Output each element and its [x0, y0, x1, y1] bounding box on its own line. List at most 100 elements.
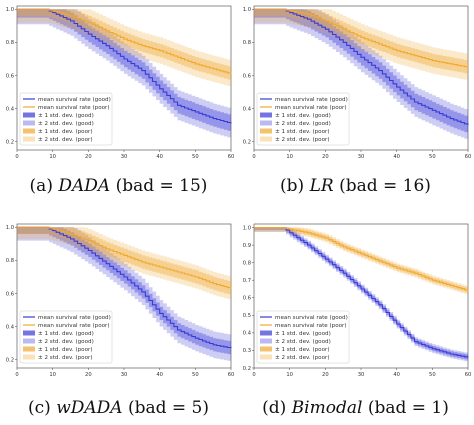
y-tick-label: 0.2 [243, 366, 251, 372]
legend-label: ± 1 std. dev. (good) [275, 331, 331, 337]
legend-box [256, 310, 350, 364]
line-good [254, 226, 469, 358]
panel-a: 0 10 20 30 40 50 60 0.2 0.4 0.6 0.8 1.0 mean surviva… [0, 0, 237, 165]
legend-swatch [260, 330, 272, 336]
band-1sd-poor [254, 227, 468, 294]
y-tick-label: 0.4 [6, 106, 15, 112]
band-2sd-poor [17, 227, 231, 301]
y-tick-label: 0.4 [243, 331, 252, 337]
chart-b: 0 10 20 30 40 50 60 0.2 0.4 0.6 0.8 1.0 mean surviva… [243, 5, 472, 160]
band-2sd-good [17, 9, 231, 139]
legend-label: ± 1 std. dev. (poor) [275, 347, 330, 353]
y-tick-label: 1.0 [243, 7, 251, 13]
line-poor [17, 8, 232, 74]
y-tick-label: 0.9 [243, 243, 251, 249]
x-tick-label: 40 [156, 372, 163, 378]
x-tick-label: 30 [121, 154, 128, 160]
legend-swatch [23, 120, 35, 126]
band-2sd-poor [254, 9, 468, 81]
y-tick-label: 1.0 [6, 225, 14, 231]
x-tick-label: 20 [85, 372, 92, 378]
legend-swatch [260, 338, 272, 344]
chart-a: 0 10 20 30 40 50 60 0.2 0.4 0.6 0.8 1.0 mean surviva… [6, 5, 235, 160]
caption-d-name: Bimodal [291, 398, 363, 418]
caption-a-rest: (bad = 15) [115, 176, 208, 196]
x-tick-label: 50 [192, 154, 199, 160]
chart-c: 0 10 20 30 40 50 60 0.2 0.4 0.6 0.8 1.0 mean surviva… [6, 223, 235, 378]
band-2sd-poor [17, 9, 231, 88]
y-tick-label: 0.5 [243, 313, 251, 319]
y-tick-label: 0.3 [243, 348, 251, 354]
legend-label: mean survival rate (good) [38, 97, 111, 103]
legend-label: ± 2 std. dev. (good) [275, 121, 331, 127]
x-tick-label: 40 [393, 154, 400, 160]
legend-label: mean survival rate (poor) [38, 323, 110, 329]
legend-swatch [260, 346, 272, 352]
y-tick-label: 1.0 [6, 7, 14, 13]
legend-label: ± 2 std. dev. (poor) [275, 355, 330, 361]
legend-label: ± 1 std. dev. (good) [275, 113, 331, 119]
y-tick-label: 0.8 [6, 258, 14, 264]
caption-b: (b) LR (bad = 16) [237, 176, 474, 196]
y-tick-label: 1.0 [243, 225, 251, 231]
band-2sd-good [254, 227, 468, 362]
x-tick-label: 0 [15, 154, 18, 160]
legend-swatch [23, 330, 35, 336]
x-tick-label: 30 [358, 372, 365, 378]
x-tick-label: 10 [49, 372, 56, 378]
x-tick-label: 50 [192, 372, 199, 378]
x-tick-label: 10 [286, 372, 293, 378]
legend-label: mean survival rate (good) [275, 315, 348, 321]
x-tick-label: 20 [322, 154, 329, 160]
y-tick-label: 0.8 [6, 40, 14, 46]
x-tick-label: 30 [121, 372, 128, 378]
y-tick-label: 0.8 [243, 40, 251, 46]
x-tick-label: 0 [252, 154, 255, 160]
caption-b-rest: (bad = 16) [339, 176, 431, 196]
legend-box [19, 92, 113, 146]
x-tick-label: 0 [15, 372, 18, 378]
legend-label: mean survival rate (good) [275, 97, 348, 103]
legend-swatch [260, 120, 272, 126]
legend-label: mean survival rate (good) [38, 315, 111, 321]
panel-b: 0 10 20 30 40 50 60 0.2 0.4 0.6 0.8 1.0 mean surviva… [237, 0, 474, 165]
legend-label: ± 2 std. dev. (poor) [38, 137, 93, 143]
panel-d: 0 10 20 30 40 50 60 0.2 0.3 0.4 0.5 0.6 0.7 0.8 0.9 1.0… [237, 218, 474, 383]
y-tick-label: 0.2 [243, 140, 251, 146]
legend-label: ± 2 std. dev. (good) [275, 339, 331, 345]
x-tick-label: 60 [465, 372, 472, 378]
legend-swatch [260, 112, 272, 118]
legend-label: ± 2 std. dev. (good) [38, 121, 94, 127]
legend-swatch [260, 354, 272, 360]
y-tick-label: 0.6 [243, 296, 251, 302]
caption-b-name: LR [309, 176, 334, 196]
band-2sd-poor [254, 227, 468, 296]
legend-label: ± 2 std. dev. (poor) [275, 137, 330, 143]
y-tick-label: 0.6 [6, 73, 14, 79]
line-poor [254, 8, 469, 68]
legend-swatch [23, 128, 35, 134]
x-tick-label: 60 [228, 154, 235, 160]
caption-d-label: (d) [262, 398, 287, 418]
band-1sd-poor [17, 9, 231, 81]
x-tick-label: 20 [322, 372, 329, 378]
legend-label: ± 2 std. dev. (poor) [38, 355, 93, 361]
legend-swatch [23, 112, 35, 118]
y-tick-label: 0.4 [243, 106, 252, 112]
line-poor [17, 226, 232, 289]
legend-box [19, 310, 113, 364]
legend-box [256, 92, 350, 146]
line-good [17, 226, 232, 349]
x-tick-label: 60 [465, 154, 472, 160]
y-tick-label: 0.7 [243, 278, 251, 284]
x-tick-label: 60 [228, 372, 235, 378]
y-tick-label: 0.2 [6, 358, 14, 364]
x-tick-label: 10 [49, 154, 56, 160]
panel-c: 0 10 20 30 40 50 60 0.2 0.4 0.6 0.8 1.0 mean surviva… [0, 218, 237, 383]
band-1sd-poor [254, 9, 468, 74]
band-1sd-good [17, 9, 231, 132]
line-good [254, 8, 469, 126]
line-good [17, 8, 232, 124]
band-1sd-poor [17, 227, 231, 296]
legend-label: mean survival rate (poor) [275, 105, 347, 111]
